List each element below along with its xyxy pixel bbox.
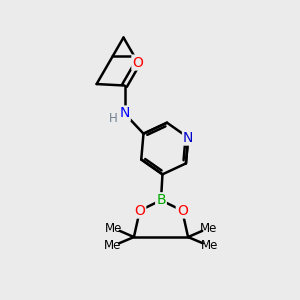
Text: O: O (132, 56, 143, 70)
Text: Me: Me (105, 222, 122, 235)
Text: Me: Me (200, 222, 218, 235)
Text: Me: Me (104, 239, 122, 252)
Text: Me: Me (201, 239, 218, 252)
Text: N: N (183, 130, 194, 145)
Text: O: O (134, 204, 145, 218)
Text: N: N (119, 106, 130, 121)
Text: B: B (156, 193, 166, 207)
Text: H: H (109, 112, 118, 125)
Text: O: O (177, 204, 188, 218)
